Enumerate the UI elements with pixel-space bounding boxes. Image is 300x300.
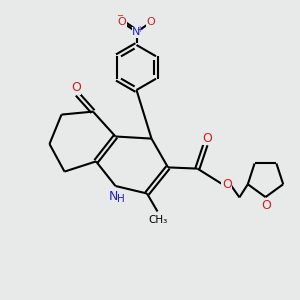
Text: O: O bbox=[71, 81, 81, 94]
Text: CH₃: CH₃ bbox=[148, 215, 168, 225]
Text: N: N bbox=[132, 27, 141, 38]
Text: +: + bbox=[136, 25, 143, 34]
Text: H: H bbox=[117, 194, 125, 204]
Text: O: O bbox=[222, 178, 232, 191]
Text: −: − bbox=[116, 11, 123, 20]
Text: N: N bbox=[108, 190, 118, 203]
Text: O: O bbox=[146, 17, 155, 27]
Text: O: O bbox=[118, 17, 127, 27]
Text: O: O bbox=[261, 199, 271, 212]
Text: O: O bbox=[202, 131, 212, 145]
